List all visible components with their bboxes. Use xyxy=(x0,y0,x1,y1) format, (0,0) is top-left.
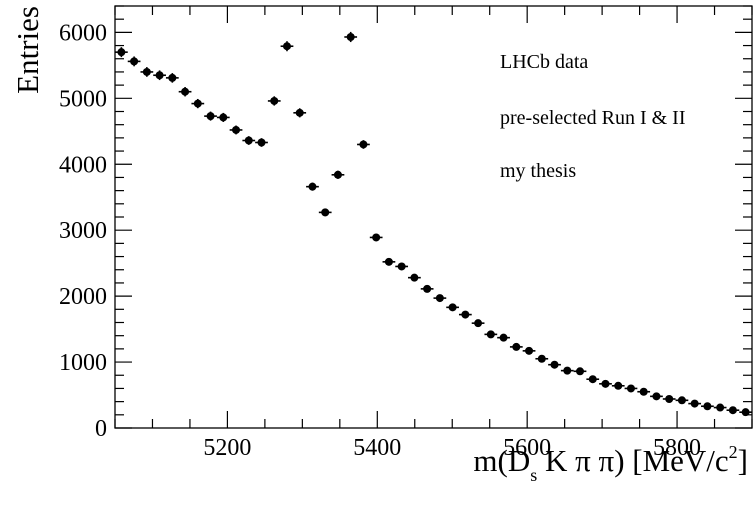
data-point xyxy=(573,367,587,376)
tick-labels: 5200 5400 5600 5800 0 1000 2000 3000 4000 5000 600… xyxy=(59,20,701,461)
y-axis-title: Entries xyxy=(10,6,45,94)
data-point xyxy=(497,333,510,342)
data-point xyxy=(369,233,383,242)
x-axis-title-superscript: 2 xyxy=(729,442,738,462)
data-point xyxy=(433,294,447,303)
data-point xyxy=(306,182,319,191)
data-points xyxy=(115,31,752,417)
data-point xyxy=(484,330,498,339)
data-point xyxy=(675,396,689,405)
y-tick-label: 1000 xyxy=(59,350,107,376)
x-axis-title: m(Ds K π π) [MeV/c2] xyxy=(473,442,748,485)
data-point xyxy=(637,387,651,396)
data-point xyxy=(115,47,128,58)
data-point xyxy=(726,406,740,415)
data-point xyxy=(395,262,409,271)
data-point xyxy=(650,392,663,401)
x-axis-title-middle: K π π) [MeV/c xyxy=(537,443,728,478)
x-tick-label: 5400 xyxy=(353,435,401,461)
data-point xyxy=(408,273,421,282)
data-point xyxy=(471,319,485,328)
data-point xyxy=(127,56,141,67)
data-point xyxy=(229,125,243,135)
data-point xyxy=(344,31,358,43)
data-point xyxy=(318,208,332,217)
x-tick-label: 5800 xyxy=(653,435,701,461)
data-point xyxy=(293,108,307,118)
y-tick-label: 6000 xyxy=(59,20,107,46)
data-point xyxy=(191,98,205,109)
data-point xyxy=(165,73,179,83)
x-tick-label: 5200 xyxy=(203,435,251,461)
data-point xyxy=(140,67,154,77)
annotation-lhcb-data: LHCb data xyxy=(500,51,588,73)
data-point xyxy=(216,112,230,122)
data-point xyxy=(739,408,752,417)
y-tick-label: 4000 xyxy=(59,152,107,178)
y-tick-label: 2000 xyxy=(59,284,107,310)
annotation-preselected: pre-selected Run I & II xyxy=(500,107,685,129)
axis-ticks xyxy=(114,5,753,429)
x-axis-title-subscript: s xyxy=(530,465,537,485)
data-point xyxy=(701,402,714,411)
data-point xyxy=(560,366,574,375)
data-point xyxy=(662,394,676,403)
data-point xyxy=(242,136,256,145)
annotation-thesis: my thesis xyxy=(500,160,576,182)
data-point xyxy=(586,375,600,384)
data-point xyxy=(178,87,192,97)
data-point xyxy=(420,284,434,293)
x-axis-title-main: m(D xyxy=(473,443,530,478)
y-tick-label: 5000 xyxy=(59,86,107,112)
data-point xyxy=(599,379,612,388)
y-tick-label: 0 xyxy=(95,416,107,442)
data-point xyxy=(535,354,549,363)
data-point xyxy=(255,138,268,147)
x-axis-title-close: ] xyxy=(738,443,748,478)
data-point xyxy=(280,41,294,52)
data-point xyxy=(382,257,396,266)
data-point xyxy=(688,399,702,408)
data-point xyxy=(458,310,472,319)
data-point xyxy=(446,303,459,312)
data-point xyxy=(204,111,217,121)
data-point xyxy=(611,381,625,390)
data-point xyxy=(267,96,281,106)
data-point xyxy=(713,403,727,412)
x-tick-label: 5600 xyxy=(503,435,551,461)
data-point xyxy=(548,360,561,369)
data-point xyxy=(357,140,370,149)
data-point xyxy=(509,342,523,351)
y-tick-label: 3000 xyxy=(59,218,107,244)
data-point xyxy=(331,170,345,179)
data-point xyxy=(153,70,166,81)
data-point xyxy=(522,346,536,355)
plot-frame xyxy=(114,5,753,429)
data-point xyxy=(624,384,638,393)
